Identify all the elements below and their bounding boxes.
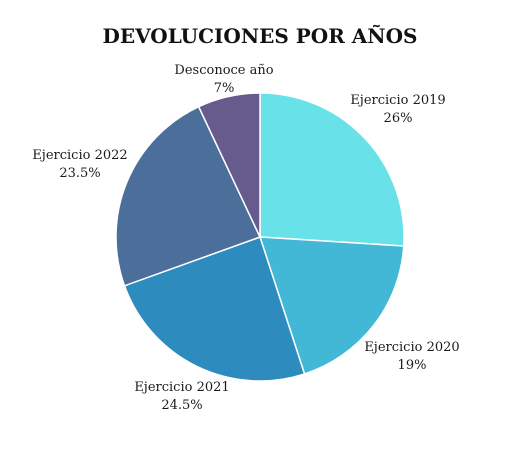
slice-label-ejercicio-2020: Ejercicio 2020 [364,340,459,355]
slice-value-desconoce-ano: 7% [214,81,235,96]
slice-label-ejercicio-2022: Ejercicio 2022 [32,148,127,163]
pie-slice-ejercicio-2019 [259,92,405,247]
pie-slice-ejercicio-2020 [258,236,405,375]
slice-value-ejercicio-2019: 26% [384,111,413,126]
pie-slice-desconoce-ano [197,92,261,238]
pie-labels: Ejercicio 2019 26% Ejercicio 2020 19% Ejerci… [32,63,459,413]
pie-slices [115,92,405,382]
pie-slice-ejercicio-2022 [115,105,262,287]
pie-slice-ejercicio-2021 [123,236,306,382]
chart-title: DEVOLUCIONES POR AÑOS [103,24,418,48]
slice-label-ejercicio-2021: Ejercicio 2021 [134,380,229,395]
slice-value-ejercicio-2021: 24.5% [161,398,202,413]
slice-value-ejercicio-2022: 23.5% [59,166,100,181]
slice-label-ejercicio-2019: Ejercicio 2019 [350,93,445,108]
slice-label-desconoce-ano: Desconoce año [174,63,273,78]
slice-value-ejercicio-2020: 19% [398,358,427,373]
